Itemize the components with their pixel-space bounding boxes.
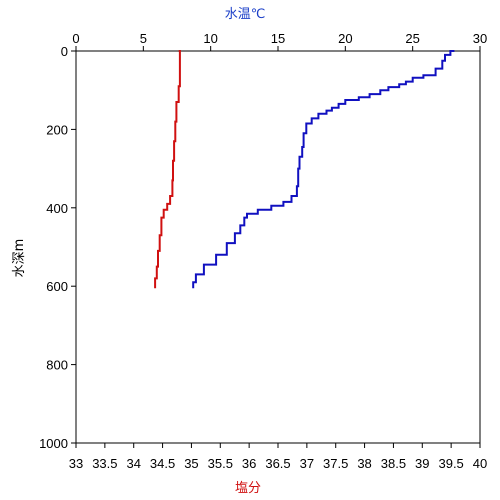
salinity-profile	[154, 50, 181, 289]
top-tick-label: 30	[473, 31, 487, 46]
bottom-tick-label: 35	[184, 456, 198, 471]
bottom-tick-label: 34	[126, 456, 140, 471]
series-layer	[154, 50, 455, 289]
left-tick-label: 0	[61, 44, 68, 59]
bottom-axis-ticks: 33 33.5 34 34.5 35 35.5 36 36.5 37 37.5 38 38.5 39 39…	[69, 443, 487, 471]
bottom-tick-label: 37	[300, 456, 314, 471]
bottom-tick-label: 39	[415, 456, 429, 471]
bottom-tick-label: 36	[242, 456, 256, 471]
top-tick-label: 10	[203, 31, 217, 46]
top-axis-ticks: 0 5 10 15 20 25 30	[72, 31, 487, 51]
top-tick-label: 5	[140, 31, 147, 46]
bottom-tick-label: 33	[69, 456, 83, 471]
water-temperature-profile	[192, 50, 455, 289]
top-tick-label: 25	[405, 31, 419, 46]
left-axis-ticks: 0 200 400 600 800 1000	[39, 44, 76, 451]
top-tick-label: 15	[271, 31, 285, 46]
bottom-tick-label: 33.5	[92, 456, 117, 471]
bottom-tick-label: 37.5	[323, 456, 348, 471]
left-tick-label: 400	[46, 201, 68, 216]
bottom-tick-label: 39.5	[438, 456, 463, 471]
bottom-tick-label: 38.5	[381, 456, 406, 471]
bottom-tick-label: 38	[357, 456, 371, 471]
bottom-tick-label: 35.5	[208, 456, 233, 471]
left-tick-label: 1000	[39, 436, 68, 451]
left-tick-label: 800	[46, 358, 68, 373]
bottom-tick-label: 34.5	[150, 456, 175, 471]
bottom-tick-label: 36.5	[265, 456, 290, 471]
top-tick-label: 0	[72, 31, 79, 46]
top-tick-label: 20	[338, 31, 352, 46]
left-tick-label: 200	[46, 122, 68, 137]
left-tick-label: 600	[46, 279, 68, 294]
bottom-tick-label: 40	[473, 456, 487, 471]
y-axis-title: 水深m	[12, 239, 27, 278]
top-axis-title: 水温℃	[225, 7, 266, 22]
bottom-axis-title: 塩分	[235, 481, 261, 496]
plot-frame	[75, 50, 481, 444]
